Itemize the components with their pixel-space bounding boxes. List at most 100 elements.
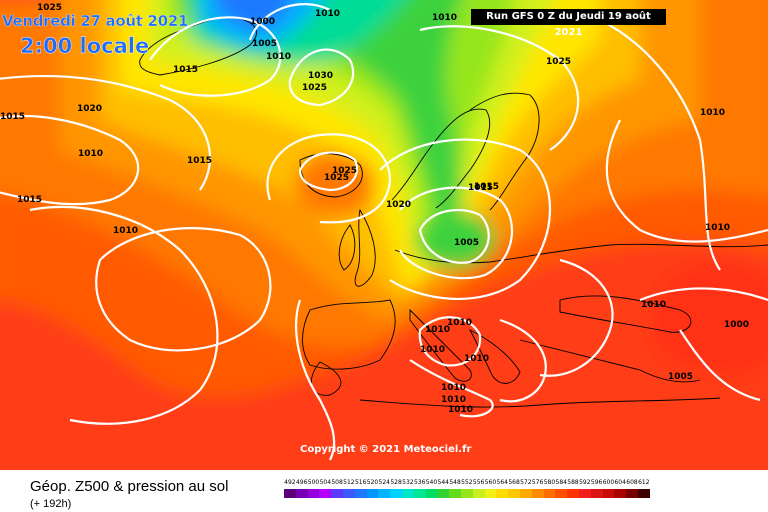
scale-label: 512: [343, 479, 355, 486]
scale-swatch: [567, 489, 579, 498]
isobar-label: 1025: [324, 173, 349, 183]
scale-label: 492: [284, 479, 296, 486]
isobar-label: 1015: [17, 195, 42, 205]
map-title: Géop. Z500 & pression au sol: [30, 478, 229, 495]
isobar-label: 1030: [308, 71, 333, 81]
scale-label: 532: [402, 479, 414, 486]
scale-label: 496: [295, 479, 308, 486]
scale-label: 592: [579, 479, 591, 486]
isobar-label: 1010: [705, 223, 730, 233]
isobar-label: 1010: [420, 345, 445, 355]
scale-label: 572: [520, 479, 532, 486]
isobar-label: 1010: [441, 383, 466, 393]
scale-swatch: [637, 489, 650, 498]
scale-label: 576: [531, 479, 544, 486]
scale-swatch: [508, 489, 520, 498]
isobar-label: 1015: [0, 112, 25, 122]
scale-swatch: [401, 489, 414, 498]
isobar-label: 1025: [37, 3, 62, 13]
scale-label: 580: [543, 479, 556, 486]
scale-label: 560: [484, 479, 497, 486]
scale-label: 584: [555, 479, 567, 486]
geopotential-map: 1025100010101005101010151015103010251010…: [0, 0, 768, 470]
isobar-label: 1005: [252, 39, 277, 49]
scale-label: 508: [331, 479, 343, 486]
isobar-label: 1015: [468, 183, 493, 193]
isobar-label: 1010: [464, 354, 489, 364]
model-run-banner: Run GFS 0 Z du Jeudi 19 août 2021: [471, 9, 666, 38]
scale-label: 588: [567, 479, 579, 486]
legend-footer: Géop. Z500 & pression au sol (+ 192h) 49…: [0, 470, 768, 512]
isobar-label: 1010: [432, 13, 457, 23]
isobar-label: 1010: [78, 149, 103, 159]
isobar-label: 1010: [641, 300, 666, 310]
scale-swatch: [319, 489, 332, 498]
scale-swatch: [578, 489, 591, 498]
isobar-label: 1010: [447, 318, 472, 328]
isobar-label: 1005: [668, 372, 693, 382]
isobar-label: 1010: [425, 325, 450, 335]
scale-label: 524: [378, 479, 390, 486]
scale-label: 548: [449, 479, 461, 486]
scale-label: 500: [307, 479, 320, 486]
isobar-label: 1000: [250, 17, 275, 27]
forecast-local-time: 2:00 locale: [20, 34, 150, 58]
scale-label: 608: [626, 479, 638, 486]
scale-swatch: [390, 489, 402, 498]
scale-label: 568: [508, 479, 520, 486]
scale-label: 504: [319, 479, 332, 486]
isobar-label: 1010: [441, 395, 466, 405]
scale-swatch: [331, 489, 343, 498]
scale-swatch: [531, 489, 544, 498]
isobar-label: 1010: [113, 226, 138, 236]
scale-label: 516: [354, 479, 367, 486]
scale-swatch: [354, 489, 367, 498]
scale-swatch: [342, 489, 355, 498]
scale-swatch: [307, 489, 320, 498]
isobar-label: 1015: [474, 182, 499, 192]
scale-swatch: [602, 489, 615, 498]
isobar-label: 1010: [315, 9, 340, 19]
scale-swatch: [284, 489, 296, 498]
scale-swatch: [366, 489, 379, 498]
isobar-label: 1015: [187, 156, 212, 166]
scale-swatch: [295, 489, 308, 498]
color-scale-labels: 492 496 500 504 508 512 516 520 524 528 532 536 540 5…: [284, 479, 650, 486]
scale-swatch: [590, 489, 603, 498]
scale-swatch: [378, 489, 391, 498]
scale-swatch: [626, 489, 638, 498]
forecast-lead-time: (+ 192h): [30, 498, 72, 510]
scale-label: 536: [413, 479, 426, 486]
scale-label: 604: [614, 479, 626, 486]
isobar-label: 1010: [448, 405, 473, 415]
isobar-label: 1025: [332, 166, 357, 176]
scale-swatch: [519, 489, 532, 498]
scale-swatch: [460, 489, 473, 498]
isobar-label: 1020: [77, 104, 102, 114]
scale-swatch: [449, 489, 461, 498]
isobar-label: 1000: [724, 320, 749, 330]
scale-label: 600: [602, 479, 615, 486]
scale-label: 544: [437, 479, 449, 486]
scale-label: 552: [461, 479, 473, 486]
copyright-notice: Copyright © 2021 Meteociel.fr: [300, 444, 472, 455]
isobar-label: 1020: [386, 200, 411, 210]
isobar-label-group: 1025100010101005101010151015103010251010…: [0, 3, 749, 415]
scale-swatch: [543, 489, 556, 498]
isobar-label: 1010: [700, 108, 725, 118]
scale-swatch: [437, 489, 450, 498]
scale-swatch: [472, 489, 485, 498]
isobar-label: 1025: [302, 83, 327, 93]
scale-swatch: [614, 489, 627, 498]
isobar-label: 1005: [454, 238, 479, 248]
scale-swatch: [425, 489, 438, 498]
scale-swatch: [496, 489, 509, 498]
scale-label: 612: [638, 479, 650, 486]
scale-label: 540: [425, 479, 438, 486]
scale-label: 556: [472, 479, 485, 486]
scale-label: 520: [366, 479, 379, 486]
scale-swatch: [555, 489, 568, 498]
scale-label: 596: [590, 479, 603, 486]
color-scale-bar: [284, 489, 650, 498]
